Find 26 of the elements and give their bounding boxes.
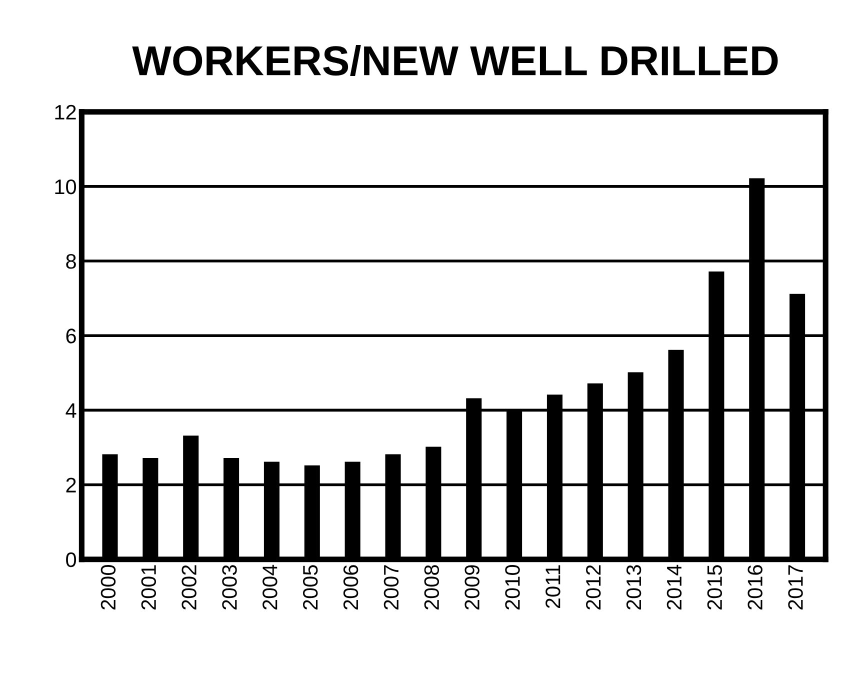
x-tick-label: 2004 (262, 564, 278, 610)
y-tick-label: 6 (66, 328, 76, 344)
x-tick-label: 2016 (748, 565, 762, 610)
x-tick-label: 2002 (182, 565, 196, 610)
y-tick-label: 8 (66, 254, 76, 269)
x-tick-label: 2005 (302, 565, 318, 610)
x-tick-label: 2006 (343, 565, 358, 610)
x-tick-label: 2000 (100, 565, 116, 610)
x-tick-label: 2003 (222, 565, 237, 610)
y-tick-label: 2 (66, 478, 76, 492)
x-tick-label: 2001 (141, 565, 156, 610)
chart-title: WORKERS/NEW WELL DRILLED (132, 44, 778, 76)
x-tick-label: 2010 (505, 565, 520, 610)
x-tick-label: 2011 (546, 565, 560, 608)
x-tick-label: 2009 (464, 565, 480, 610)
x-tick-label: 2015 (707, 565, 722, 610)
y-tick-label: 4 (66, 403, 76, 418)
x-tick-label: 2013 (626, 565, 642, 610)
y-tick-label: 10 (55, 179, 76, 194)
x-tick-label: 2008 (424, 565, 440, 610)
y-tick-label: 12 (55, 104, 76, 120)
x-tick-label: 2007 (384, 565, 399, 610)
x-tick-label: 2014 (666, 564, 682, 610)
x-tick-label: 2017 (788, 565, 803, 610)
x-tick-label: 2012 (586, 565, 601, 610)
y-tick-label: 0 (66, 552, 76, 568)
